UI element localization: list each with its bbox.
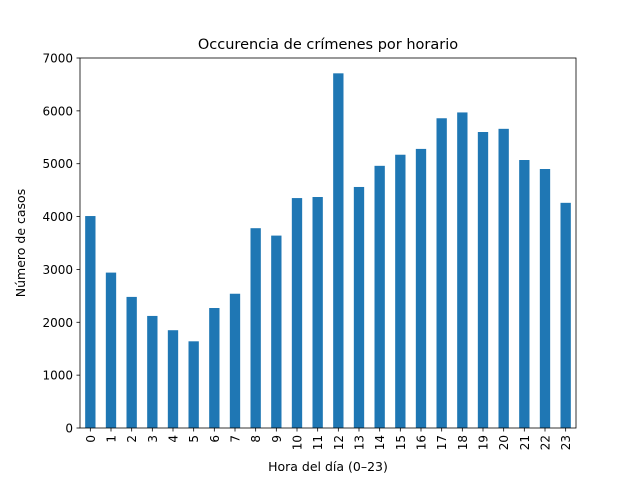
x-tick-label: 13 — [353, 435, 367, 450]
x-tick-label: 11 — [311, 435, 325, 450]
x-tick-label: 10 — [291, 435, 305, 450]
bar-hour-9 — [271, 235, 282, 428]
x-axis-label: Hora del día (0–23) — [268, 459, 388, 474]
y-tick-label: 6000 — [42, 104, 73, 118]
bar-hour-0 — [85, 216, 96, 428]
x-tick-label: 22 — [539, 435, 553, 450]
bar-hour-18 — [457, 112, 468, 428]
x-tick-label: 23 — [559, 435, 573, 450]
y-axis-label: Número de casos — [13, 189, 28, 297]
x-tick-label: 4 — [167, 435, 181, 443]
bar-hour-10 — [291, 198, 303, 428]
bar-hour-23 — [560, 202, 571, 428]
x-tick-label: 17 — [435, 435, 449, 450]
x-tick-label: 3 — [146, 435, 160, 443]
x-tick-label: 20 — [497, 435, 511, 450]
bar-hour-8 — [250, 228, 261, 428]
y-axis-ticks: 0 1000 2000 3000 4000 5000 6000 7000 — [42, 52, 80, 436]
bar-hour-6 — [209, 308, 220, 428]
axes-frame — [79, 57, 577, 429]
y-tick-label: 0 — [65, 422, 73, 436]
bar-hour-17 — [436, 118, 447, 428]
x-tick-label: 19 — [477, 435, 491, 450]
bar-hour-13 — [353, 186, 365, 428]
x-tick-label: 6 — [208, 435, 222, 443]
x-tick-label: 9 — [270, 435, 284, 443]
bar-hour-20 — [498, 128, 509, 428]
x-tick-label: 0 — [84, 435, 98, 443]
bar-hour-19 — [477, 132, 489, 428]
bar-hour-15 — [395, 154, 406, 429]
x-tick-label: 18 — [456, 435, 470, 450]
bar-hour-1 — [105, 272, 117, 428]
bar-hour-5 — [188, 341, 199, 428]
y-tick-label: 1000 — [42, 369, 73, 383]
chart-title: Occurencia de crímenes por horario — [198, 37, 458, 53]
bar-hour-12 — [333, 73, 344, 428]
x-tick-label: 8 — [249, 435, 263, 443]
x-tick-label: 21 — [518, 435, 532, 450]
bar-hour-22 — [539, 169, 551, 428]
x-tick-label: 2 — [125, 435, 139, 443]
bar-hour-11 — [312, 197, 323, 428]
y-tick-label: 3000 — [42, 263, 73, 277]
x-tick-label: 16 — [415, 435, 429, 450]
x-tick-label: 5 — [187, 435, 201, 443]
x-tick-label: 15 — [394, 435, 408, 450]
x-axis-ticks: 0 1 2 3 4 5 6 7 8 9 10 11 12 13 14 15 16 17 18 19 20 21 22 23 — [84, 428, 573, 450]
bar-hour-2 — [126, 296, 137, 428]
bar-hour-16 — [415, 148, 427, 428]
bars-group — [85, 73, 571, 429]
bar-hour-3 — [147, 315, 158, 428]
y-tick-label: 5000 — [42, 157, 73, 171]
x-tick-label: 1 — [105, 435, 119, 443]
bar-hour-21 — [519, 160, 530, 428]
y-tick-label: 2000 — [42, 316, 73, 330]
x-tick-label: 7 — [229, 435, 243, 443]
x-tick-label: 12 — [332, 435, 346, 450]
bar-hour-7 — [229, 293, 241, 428]
bar-hour-14 — [374, 165, 385, 428]
x-tick-label: 14 — [373, 435, 387, 450]
y-tick-label: 4000 — [42, 210, 73, 224]
y-tick-label: 7000 — [42, 52, 73, 66]
bar-hour-4 — [167, 330, 179, 428]
